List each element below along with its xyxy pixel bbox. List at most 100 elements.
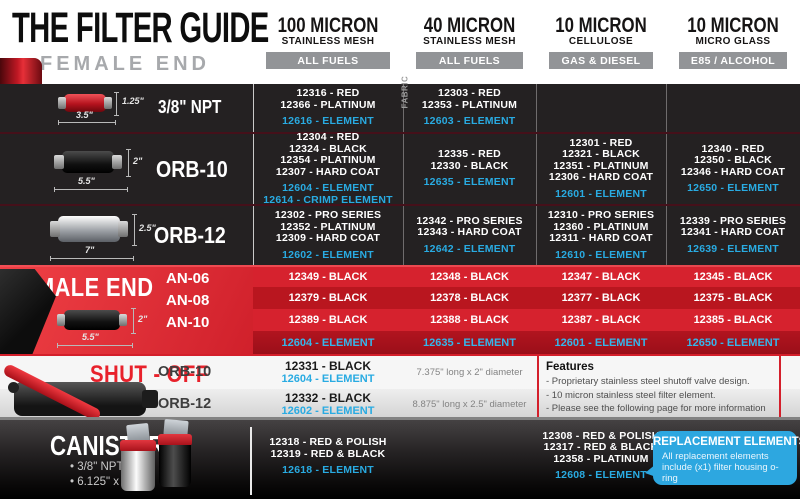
parts-cell: 12332 - BLACK 12602 - ELEMENT [253,390,403,420]
column-subtitle: STAINLESS MESH [281,36,375,47]
part-number: 12310 - PRO SERIES [547,209,655,221]
row-divider [0,204,800,206]
part-number: 12353 - PLATINUM [421,98,518,111]
part-number: 12330 - BLACK [430,159,509,172]
row-divider [0,132,800,134]
column-header-10-micron-cellulose: 10 MICRON CELLULOSE GAS & DIESEL [536,15,666,69]
canister-section: CANISTER • 3/8" NPT ports. • 6.125" x 3.… [0,417,800,499]
part-number: 12318 - RED & POLISH [269,436,387,449]
part-number: 12302 - PRO SERIES [274,209,382,221]
element-part-number: 12601 - ELEMENT [554,336,648,349]
part-number: 12388 - BLACK [430,314,509,326]
part-number: 12602 - ELEMENT [282,248,374,261]
column-divider [537,356,539,420]
part-number: 12332 - BLACK [284,391,372,405]
part-number: 12385 - BLACK [693,314,773,326]
part-number: 12604 - ELEMENT [282,182,374,194]
parts-cell: 12342 - PRO SERIES 12343 - HARD COAT 12642… [403,206,536,265]
features-block: Features - Proprietary stainless steel s… [546,360,774,416]
column-divider [536,84,537,265]
element-part-number: 12602 - ELEMENT [281,405,375,417]
part-number: 12635 - ELEMENT [423,176,516,189]
dim-length: 5.5" [82,332,99,342]
fuel-badge: GAS & DIESEL [549,52,653,69]
column-divider [250,427,252,495]
part-number: 12387 - BLACK [561,314,641,326]
page-title: THE FILTER GUIDE [12,4,269,52]
dimension-note: 7.375" long x 2" diameter [416,367,523,378]
part-number: 12301 - RED [569,136,633,149]
table-row-an06: 12349 - BLACK 12348 - BLACK 12347 - BLAC… [253,267,800,287]
parts-cell: 12301 - RED 12321 - BLACK 12351 - PLATINUM… [536,134,666,204]
part-number: 12348 - BLACK [430,271,509,283]
row-label-an06: AN-06 [166,270,210,287]
part-number: 12317 - RED & BLACK [543,441,659,453]
column-title: 10 MICRON [555,14,647,37]
part-number: 12642 - ELEMENT [423,242,516,255]
chrome-canister-photo [121,451,155,491]
features-heading: Features [546,361,594,373]
callout-body: All replacement elements include (x1) fi… [662,451,779,484]
dim-height: 2" [138,314,148,324]
row-label-an10: AN-10 [166,314,210,331]
parts-cell: 12308 - RED & POLISH 12317 - RED & BLACK 1… [536,425,666,487]
part-number: 12639 - ELEMENT [687,242,779,255]
part-number: 12389 - BLACK [288,314,368,326]
column-header-10-micron-micro-glass: 10 MICRON MICRO GLASS E85 / ALCOHOL [666,15,800,69]
fuel-badge: E85 / ALCOHOL [679,52,787,69]
row-label: ORB-12 [154,222,226,248]
dim-height: 2" [133,156,143,166]
element-part-number: 12635 - ELEMENT [423,336,516,349]
column-header-40-micron: 40 MICRON STAINLESS MESH ALL FUELS [403,15,536,69]
element-part-number: 12650 - ELEMENT [686,336,780,349]
parts-cell: 12335 - RED 12330 - BLACK 12635 - ELEMENT [403,134,536,204]
parts-cell: 12310 - PRO SERIES 12360 - PLATINUM 12311 … [536,206,666,265]
filter-end-cap [57,314,65,326]
part-number: 12650 - ELEMENT [687,182,779,194]
part-number: 12358 - PLATINUM [553,452,649,465]
column-header-100-micron: 100 MICRON STAINLESS MESH ALL FUELS [253,15,403,69]
part-number: 12304 - RED [296,131,360,143]
dim-bracket [54,187,128,192]
dim-bracket [57,343,133,348]
parts-cell: 12339 - PRO SERIES 12341 - HARD COAT 12639… [666,206,800,265]
part-number: 12375 - BLACK [693,292,773,304]
column-title: 10 MICRON [687,14,779,37]
table-row-orb12: 2.5" 7" ORB-12 12302 - PRO SERIES 12352 -… [0,206,800,265]
parts-cell: 12304 - RED 12324 - BLACK 12354 - PLATINUM… [253,131,403,205]
column-title: 100 MICRON [277,14,379,37]
filter-end-cap [119,314,127,326]
part-number: 12601 - ELEMENT [555,187,647,200]
part-number: 12354 - PLATINUM [280,154,376,166]
part-number: 12610 - ELEMENT [555,248,647,261]
dim-bracket [50,256,134,261]
dim-length: 3.5" [76,110,93,120]
feature-item: - Proprietary stainless steel shutoff va… [546,376,750,387]
column-title: 40 MICRON [423,14,516,37]
female-end-table: 1.25" 3.5" 3/8" NPT FABRIC 12316 - RED 12… [0,76,800,265]
part-number: 12343 - HARD COAT [417,226,522,239]
parts-cell: 12331 - BLACK 12604 - ELEMENT [253,358,403,388]
part-number: 12309 - HARD COAT [275,232,381,244]
filter-end-cap [50,221,60,237]
dim-bracket [126,149,131,177]
dim-bracket [132,214,137,246]
part-number: 12379 - BLACK [288,292,368,304]
callout-title: REPLACEMENT ELEMENTS [653,436,800,448]
dim-length: 5.5" [78,176,95,186]
filter-end-cap [118,221,128,237]
part-number: 12342 - PRO SERIES [416,214,523,227]
table-row-npt: 1.25" 3.5" 3/8" NPT FABRIC 12316 - RED 12… [0,76,800,132]
feature-item: - 10 micron stainless steel filter eleme… [546,389,716,401]
filter-end-cap [54,155,64,169]
part-number: 12378 - BLACK [430,292,509,304]
shutoff-valve-nose [142,390,158,408]
part-number: 12339 - PRO SERIES [679,214,787,227]
dimension-note: 8.875" long x 2.5" diameter [412,399,527,410]
element-part-number: 12604 - ELEMENT [281,336,375,349]
fuel-badge: ALL FUELS [416,52,523,69]
table-row-elements: 12604 - ELEMENT 12635 - ELEMENT 12601 - … [253,331,800,354]
section-divider [0,265,800,267]
part-number: 12366 - PLATINUM [280,98,376,111]
